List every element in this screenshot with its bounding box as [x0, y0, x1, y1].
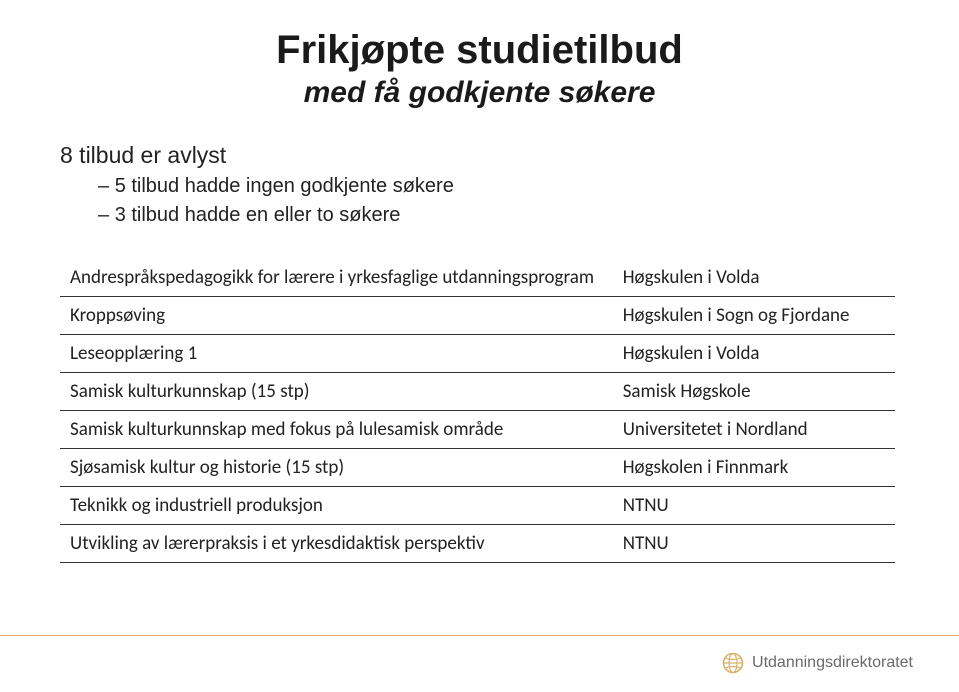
course-name: Utvikling av lærerpraksis i et yrkesdida… — [60, 525, 613, 563]
institution-name: Universitetet i Nordland — [613, 411, 895, 449]
footer-divider — [0, 635, 959, 636]
table-row: Andrespråkspedagogikk for lærere i yrkes… — [60, 259, 895, 297]
institution-name: Høgskulen i Volda — [613, 335, 895, 373]
institution-name: Høgskolen i Finnmark — [613, 449, 895, 487]
slide-subtitle: med få godkjente søkere — [60, 76, 899, 110]
course-name: Samisk kulturkunnskap (15 stp) — [60, 373, 613, 411]
bullet-sub-2: 3 tilbud hadde en eller to søkere — [98, 202, 899, 229]
institution-name: NTNU — [613, 525, 895, 563]
bullet-sub-1: 5 tilbud hadde ingen godkjente søkere — [98, 173, 899, 200]
bullet-list: 8 tilbud er avlyst 5 tilbud hadde ingen … — [60, 140, 899, 229]
institution-name: NTNU — [613, 487, 895, 525]
slide: Frikjøpte studietilbud med få godkjente … — [0, 0, 959, 692]
course-name: Sjøsamisk kultur og historie (15 stp) — [60, 449, 613, 487]
footer-org-name: Utdanningsdirektoratet — [752, 654, 913, 672]
bullet-main: 8 tilbud er avlyst — [60, 140, 899, 171]
globe-icon — [722, 652, 744, 674]
table-row: Teknikk og industriell produksjon NTNU — [60, 487, 895, 525]
table-row: Sjøsamisk kultur og historie (15 stp) Hø… — [60, 449, 895, 487]
course-name: Kroppsøving — [60, 297, 613, 335]
table-row: Samisk kulturkunnskap med fokus på lules… — [60, 411, 895, 449]
course-name: Samisk kulturkunnskap med fokus på lules… — [60, 411, 613, 449]
table-row: Utvikling av lærerpraksis i et yrkesdida… — [60, 525, 895, 563]
table-row: Leseopplæring 1 Høgskulen i Volda — [60, 335, 895, 373]
footer-logo: Utdanningsdirektoratet — [722, 652, 913, 674]
institution-name: Høgskulen i Volda — [613, 259, 895, 297]
table-row: Kroppsøving Høgskulen i Sogn og Fjordane — [60, 297, 895, 335]
institution-name: Høgskulen i Sogn og Fjordane — [613, 297, 895, 335]
table-row: Samisk kulturkunnskap (15 stp) Samisk Hø… — [60, 373, 895, 411]
course-name: Andrespråkspedagogikk for lærere i yrkes… — [60, 259, 613, 297]
course-name: Leseopplæring 1 — [60, 335, 613, 373]
courses-table: Andrespråkspedagogikk for lærere i yrkes… — [60, 259, 895, 563]
institution-name: Samisk Høgskole — [613, 373, 895, 411]
course-name: Teknikk og industriell produksjon — [60, 487, 613, 525]
slide-title: Frikjøpte studietilbud — [60, 28, 899, 72]
